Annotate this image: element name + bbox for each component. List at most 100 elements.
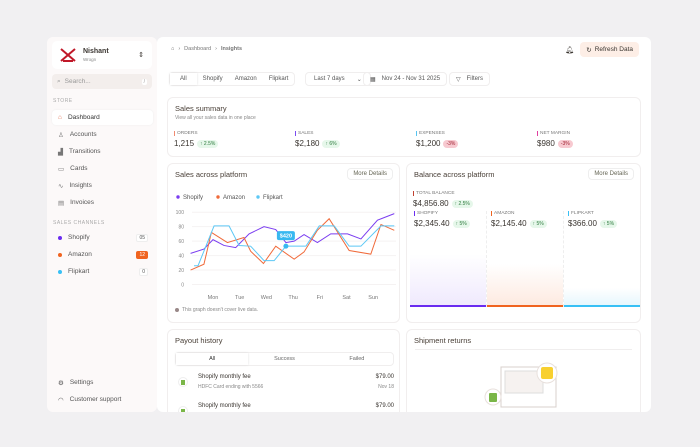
x-tick-label: Wed bbox=[261, 295, 272, 301]
filters-button[interactable]: ▽ Filters bbox=[449, 72, 490, 86]
metric-value: $2,345.40 bbox=[414, 219, 450, 228]
chart-note: This graph doesn't cover live data. bbox=[175, 307, 258, 313]
payout-tab-failed[interactable]: Failed bbox=[349, 356, 365, 362]
x-tick-label: Sun bbox=[368, 295, 378, 301]
payout-item[interactable]: Shopify monthly fee $79.00 bbox=[175, 403, 394, 412]
metric-net-margin: NET MARGIN $980 -3% bbox=[537, 131, 573, 148]
sidebar-channel-shopify[interactable]: Shopify 05 bbox=[52, 230, 153, 245]
metric-sales: SALES $2,180 ↑ 6% bbox=[295, 131, 340, 148]
card-title: Balance across platform bbox=[414, 170, 495, 179]
divider bbox=[415, 349, 632, 350]
sidebar-item-cards[interactable]: ▭ Cards bbox=[52, 161, 153, 176]
tooltip-point[interactable] bbox=[283, 243, 289, 249]
balance-amazon: AMAZON $2,145.40 ↑ 5% bbox=[487, 211, 564, 307]
org-name: Nishant bbox=[83, 48, 109, 55]
metric-value: $4,856.80 bbox=[413, 199, 449, 208]
sidebar-item-insights[interactable]: ∿ Insights bbox=[52, 178, 153, 193]
sidebar-item-accounts[interactable]: ♙ Accounts bbox=[52, 127, 153, 142]
item-label: Transitions bbox=[69, 148, 101, 155]
channel-count: 0 bbox=[139, 267, 148, 276]
payout-date: Nov 18 bbox=[378, 384, 394, 390]
breadcrumb-insights: Insights bbox=[220, 46, 243, 52]
sidebar-item-support[interactable]: ◠ Customer support bbox=[52, 392, 153, 407]
legend-label: Amazon bbox=[223, 195, 245, 201]
note-text: This graph doesn't cover live data. bbox=[182, 307, 258, 313]
balance-bar bbox=[487, 305, 563, 307]
refresh-label: Refresh Data bbox=[594, 46, 633, 53]
legend-label: Flipkart bbox=[263, 195, 283, 201]
search-input[interactable]: ⌕ Search... / bbox=[52, 74, 152, 89]
payout-amount: $79.00 bbox=[375, 403, 394, 409]
x-tick-label: Tue bbox=[235, 295, 244, 301]
notification-icon[interactable]: 🔔︎ bbox=[565, 47, 574, 54]
shipment-returns-card: Shipment returns bbox=[406, 329, 641, 412]
metric-label: SALES bbox=[298, 131, 314, 136]
sidebar-item-settings[interactable]: ⚙ Settings bbox=[52, 375, 153, 390]
payout-tab-success[interactable]: Success bbox=[274, 356, 295, 362]
org-switcher[interactable]: Nishant Wrogn ⇕ bbox=[52, 41, 152, 69]
item-label: Dashboard bbox=[67, 114, 100, 121]
payout-title: Shopify monthly fee bbox=[198, 403, 251, 409]
more-details-button[interactable]: More Details bbox=[347, 168, 393, 180]
channel-count: 12 bbox=[136, 250, 148, 259]
refresh-button[interactable]: ↻ Refresh Data bbox=[580, 42, 639, 57]
platform-tab-flipkart[interactable]: Flipkart bbox=[268, 76, 289, 82]
card-subtitle: View all your sales data in one place bbox=[175, 115, 256, 121]
tooltip-label: $420 bbox=[280, 234, 292, 240]
date-label: Nov 24 - Nov 31 2025 bbox=[381, 76, 441, 82]
sales-line-chart: 0 20 40 60 80 100 Mon Tue Wed Thu Fri Sat Sun Shopify… bbox=[176, 195, 396, 301]
breadcrumb-dashboard[interactable]: Dashboard bbox=[184, 46, 212, 52]
change-badge: ↑ 5% bbox=[529, 219, 547, 228]
tooltip-box bbox=[276, 231, 295, 241]
date-picker[interactable]: ▦ Nov 24 - Nov 31 2025 bbox=[363, 72, 448, 86]
user-icon: ♙ bbox=[58, 131, 64, 139]
sidebar-item-transitions[interactable]: ▟ Transitions bbox=[52, 144, 153, 159]
metric-value: $2,145.40 bbox=[491, 219, 527, 228]
balance-bar bbox=[564, 305, 640, 307]
platform-tab-amazon[interactable]: Amazon bbox=[234, 76, 257, 82]
sidebar-channel-flipkart[interactable]: Flipkart 0 bbox=[52, 264, 153, 279]
payout-history-card: Payout history All Success Failed Shopify … bbox=[167, 329, 400, 412]
series-line-amazon bbox=[190, 217, 395, 271]
balance-flipkart: FLIPKART $366.00 ↑ 5% bbox=[564, 211, 641, 307]
legend-dot bbox=[216, 195, 220, 199]
balance-fill bbox=[564, 287, 640, 307]
chart-icon: ▟ bbox=[58, 148, 63, 156]
payout-tabs: All Success Failed bbox=[175, 352, 394, 366]
platform-tab-all[interactable]: All bbox=[170, 73, 197, 85]
payout-sub: HDFC Card ending with 5566 bbox=[198, 384, 264, 390]
legend-label: Shopify bbox=[183, 195, 203, 201]
metric-orders: ORDERS 1,215 ↑ 2.5% bbox=[174, 131, 219, 148]
home-icon[interactable]: ⌂ bbox=[171, 46, 175, 52]
metric-value: $1,200 bbox=[416, 139, 441, 148]
sidebar-item-invoices[interactable]: ▤ Invoices bbox=[52, 195, 153, 210]
trend-icon: ∿ bbox=[58, 182, 64, 190]
platform-filter: All Shopify Amazon Flipkart bbox=[169, 72, 296, 86]
range-select[interactable]: Last 7 days ⌄ bbox=[305, 72, 371, 86]
metric-value: $980 bbox=[537, 139, 555, 148]
metric-value: $2,180 bbox=[295, 139, 320, 148]
card-title: Sales across platform bbox=[175, 170, 248, 179]
payout-tab-all[interactable]: All bbox=[176, 353, 249, 365]
item-label: Insights bbox=[69, 182, 92, 189]
settings-label: Settings bbox=[69, 379, 94, 386]
info-dot-icon bbox=[175, 308, 179, 312]
brand-logo-icon bbox=[60, 48, 76, 62]
payout-title: Shopify monthly fee bbox=[198, 374, 251, 380]
sidebar-channel-amazon[interactable]: Amazon 12 bbox=[52, 247, 153, 262]
metric-value: $366.00 bbox=[568, 219, 597, 228]
series-line-flipkart bbox=[194, 225, 395, 267]
sidebar-item-dashboard[interactable]: ⌂ Dashboard bbox=[52, 110, 153, 125]
payout-item[interactable]: Shopify monthly fee HDFC Card ending with… bbox=[175, 374, 394, 400]
metric-label: TOTAL BALANCE bbox=[416, 191, 455, 196]
y-tick-label: 20 bbox=[178, 268, 184, 274]
item-label: Accounts bbox=[69, 131, 97, 138]
channels-label: SALES CHANNELS bbox=[53, 220, 105, 226]
more-details-button[interactable]: More Details bbox=[588, 168, 634, 180]
platform-tab-shopify[interactable]: Shopify bbox=[202, 76, 223, 82]
balance-card: Balance across platform More Details TOT… bbox=[406, 163, 641, 323]
x-tick-label: Fri bbox=[317, 295, 323, 301]
org-sub: Wrogn bbox=[83, 57, 97, 62]
balance-shopify: SHOPIFY $2,345.40 ↑ 5% bbox=[410, 211, 487, 307]
headset-icon: ◠ bbox=[58, 396, 64, 404]
